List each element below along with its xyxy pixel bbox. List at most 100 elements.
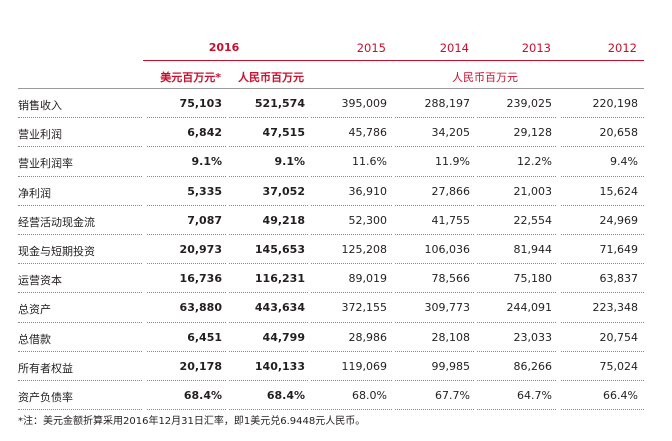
cell-2015: 45,786: [348, 126, 388, 140]
cell-2012: 20,658: [599, 126, 639, 140]
column-gap: [308, 174, 311, 178]
history-unit-label: 人民币百万元: [452, 71, 518, 84]
header-year-2015: 2015: [356, 41, 386, 55]
row-divider: [18, 175, 644, 177]
cell-2016-rmb: 68.4%: [266, 389, 305, 403]
row-divider: [18, 350, 644, 352]
cell-2012: 20,754: [599, 330, 639, 344]
cell-2016-usd: 9.1%: [191, 155, 222, 169]
column-gap: [392, 116, 395, 120]
column-gap: [557, 378, 560, 382]
cell-2013: 81,944: [513, 243, 553, 257]
column-gap: [474, 349, 477, 353]
column-gap: [226, 174, 229, 178]
row-divider: [18, 117, 644, 119]
column-gap: [474, 174, 477, 178]
table-row: 资产负债率 68.4% 68.4% 68.0% 67.7% 64.7% 66.4%: [18, 381, 644, 412]
cell-2012: 9.4%: [610, 155, 638, 169]
column-gap: [474, 320, 477, 324]
column-gap: [474, 378, 477, 382]
cell-2016-usd: 20,178: [179, 359, 222, 373]
table-row: 营业利润率 9.1% 9.1% 11.6% 11.9% 12.2% 9.4%: [18, 147, 644, 178]
table-row: 净利润 5,335 37,052 36,910 27,866 21,003 15,624: [18, 177, 644, 207]
row-label: 经营活动现金流: [18, 215, 95, 229]
cell-2014: 41,755: [431, 213, 471, 227]
table-row: 总资产 63,880 443,634 372,155 309,773 244,091 223…: [18, 293, 644, 324]
column-gap: [557, 291, 560, 295]
cell-2014: 34,205: [431, 126, 471, 140]
cell-2012: 15,624: [599, 184, 639, 198]
cell-2014: 28,108: [431, 330, 471, 344]
cell-2015: 36,910: [348, 184, 388, 198]
row-divider: [18, 263, 644, 265]
cell-2013: 22,554: [513, 213, 553, 227]
cell-2015: 372,155: [341, 301, 388, 315]
column-gap: [474, 262, 477, 266]
column-gap: [143, 203, 146, 207]
cell-2016-usd: 68.4%: [183, 389, 222, 403]
cell-2016-rmb: 37,052: [262, 184, 305, 198]
table-row: 经营活动现金流 7,087 49,218 52,300 41,755 22,554 24,9…: [18, 206, 644, 236]
column-gap: [143, 262, 146, 266]
table-row: 销售收入 75,103 521,574 395,009 288,197 239,025 22…: [18, 89, 644, 120]
cell-2014: 78,566: [431, 272, 471, 286]
header-year-2014: 2014: [439, 41, 469, 55]
column-gap: [308, 116, 311, 120]
column-gap: [474, 145, 477, 149]
column-gap: [474, 203, 477, 207]
column-gap: [308, 378, 311, 382]
cell-2012: 71,649: [599, 243, 639, 257]
cell-2016-usd: 63,880: [179, 301, 222, 315]
cell-2016-usd: 5,335: [187, 184, 222, 198]
row-divider: [18, 233, 644, 235]
column-gap: [226, 145, 229, 149]
column-gap: [557, 408, 560, 412]
column-gap: [226, 408, 229, 412]
row-divider: [18, 409, 644, 411]
column-gap: [557, 349, 560, 353]
cell-2014: 11.9%: [435, 155, 470, 169]
footnote: *注：美元金额折算采用2016年12月31日汇率，即1美元兑6.9448元人民币…: [18, 416, 366, 427]
column-gap: [143, 378, 146, 382]
header-year-2016: 2016: [208, 41, 240, 54]
cell-2015: 119,069: [341, 359, 388, 373]
row-label: 营业利润率: [18, 157, 73, 171]
cell-2016-rmb: 49,218: [262, 213, 305, 227]
cell-2016-rmb: 44,799: [262, 330, 305, 344]
cell-2012: 63,837: [599, 272, 639, 286]
table-row: 现金与短期投资 20,973 145,653 125,208 106,036 81,944…: [18, 235, 644, 266]
column-gap: [474, 408, 477, 412]
row-label: 现金与短期投资: [18, 245, 95, 259]
cell-2016-rmb: 47,515: [262, 126, 305, 140]
column-gap: [226, 320, 229, 324]
cell-2014: 309,773: [424, 301, 471, 315]
cell-2015: 11.6%: [352, 155, 387, 169]
header-year-2013: 2013: [521, 41, 551, 55]
cell-2013: 12.2%: [517, 155, 552, 169]
header-year-2012: 2012: [607, 41, 637, 55]
cell-2016-usd: 20,973: [179, 243, 222, 257]
row-label: 资产负债率: [18, 391, 73, 405]
column-gap: [557, 145, 560, 149]
cell-2016-usd: 6,451: [187, 330, 222, 344]
column-gap: [143, 116, 146, 120]
cell-2014: 99,985: [431, 359, 471, 373]
column-gap: [474, 232, 477, 236]
cell-2015: 52,300: [348, 213, 388, 227]
table-row: 所有者权益 20,178 140,133 119,069 99,985 86,266 75,…: [18, 352, 644, 382]
cell-2016-usd: 16,736: [179, 272, 222, 286]
header-rule: [143, 60, 644, 61]
column-gap: [308, 145, 311, 149]
table-row: 运营资本 16,736 116,231 89,019 78,566 75,180 63,83…: [18, 264, 644, 295]
column-gap: [226, 203, 229, 207]
cell-2015: 395,009: [341, 97, 388, 111]
row-label: 总借款: [18, 332, 51, 346]
cell-2012: 223,348: [592, 301, 639, 315]
cell-2013: 75,180: [513, 272, 553, 286]
row-divider: [18, 146, 644, 148]
cell-2013: 86,266: [513, 359, 553, 373]
column-gap: [143, 408, 146, 412]
row-divider: [18, 379, 644, 381]
column-gap: [143, 174, 146, 178]
unit-rule: [18, 88, 644, 89]
